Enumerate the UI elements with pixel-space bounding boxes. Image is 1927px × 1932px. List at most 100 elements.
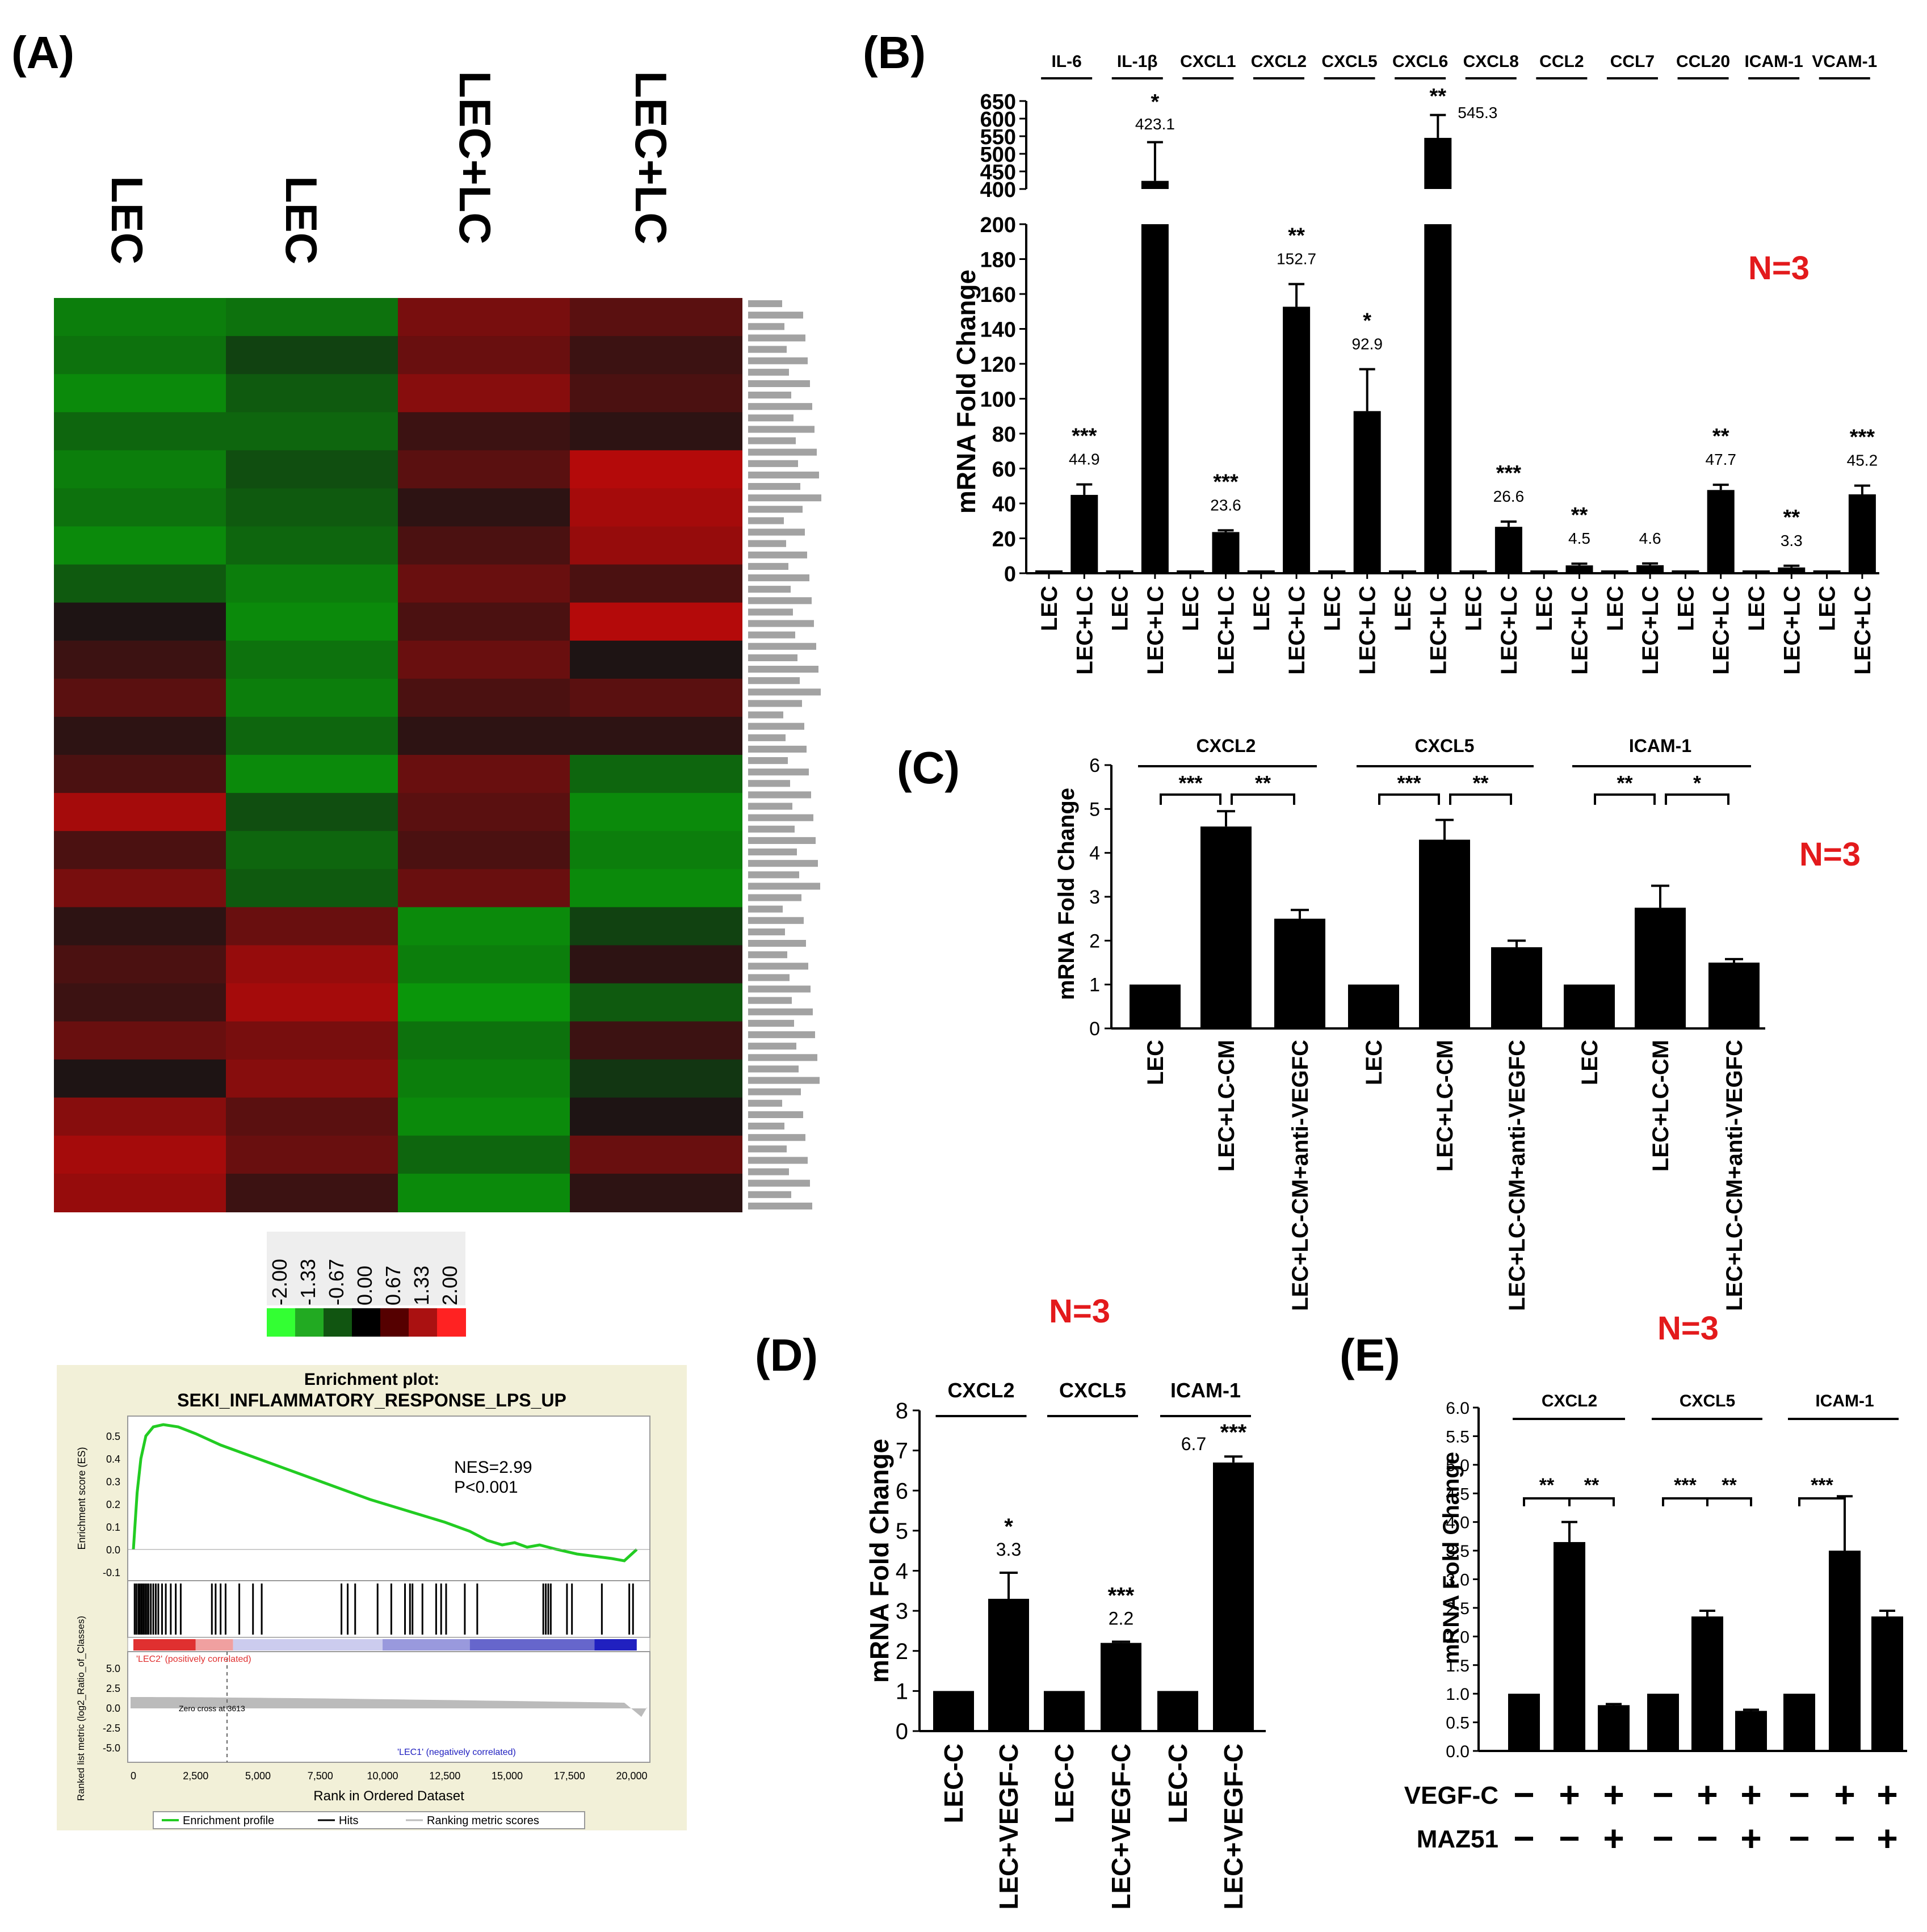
value-label: 4.6 (1639, 530, 1661, 547)
gene-label-placeholder (748, 711, 783, 719)
x-tick-label: LEC-C (939, 1744, 968, 1824)
significance-label: *** (1108, 1584, 1135, 1608)
color-scale: -2.00 -1.33 -0.67 0.00 0.67 1.33 2.00 (267, 1232, 466, 1337)
panel-c-chart: 0 1 2 3 4 5 6 LEC LEC+LC-CM LEC+LC-CM+anti-VEGFC L… (1089, 736, 1765, 1311)
gene-label-placeholder (748, 768, 809, 776)
gsea-rank-bar (133, 1639, 637, 1650)
gene-label-placeholder (748, 323, 784, 330)
gene-label-placeholder (748, 574, 809, 582)
y-tick-label: 0 (1089, 1018, 1100, 1040)
y-tick-label: 3.0 (1446, 1571, 1470, 1590)
condition-sign: + (1697, 1774, 1718, 1815)
bar (1274, 918, 1325, 1028)
bar-lec-lc (1353, 411, 1381, 573)
gene-label-placeholder (748, 688, 821, 696)
bar (1647, 1694, 1679, 1751)
significance-label: ** (1783, 506, 1800, 530)
group-label: VCAM-1 (1812, 52, 1877, 71)
y-tick-label: 0 (896, 1719, 908, 1744)
gsea-es-tick: 0.4 (106, 1454, 120, 1465)
significance-bracket (1231, 793, 1295, 805)
y-tick-label: 3.5 (1446, 1542, 1470, 1561)
y-tick-label: 5.0 (1446, 1456, 1470, 1475)
gsea-x-ticks: 0 2,500 5,000 7,500 10,000 12,500 15,000 17,500… (131, 1770, 648, 1782)
heatmap-cell (398, 488, 570, 527)
x-tick-label: LEC (1673, 586, 1698, 631)
bar (1735, 1711, 1767, 1751)
heatmap-cell (226, 907, 398, 946)
significance-label: *** (1397, 771, 1421, 795)
gene-label-placeholder (748, 677, 800, 684)
y-tick-label: 6 (896, 1479, 908, 1503)
x-tick-label: LEC+VEGF-C (994, 1744, 1023, 1910)
bar (1491, 947, 1542, 1028)
panel-b-n: N=3 (1748, 250, 1810, 287)
bar (1157, 1691, 1198, 1731)
gsea-x-tick: 12,500 (429, 1770, 460, 1782)
gsea-es-ylabel: Enrichment score (ES) (76, 1447, 87, 1549)
x-tick-label: LEC+LC (1850, 586, 1875, 675)
y-tick-label: 500 (980, 143, 1016, 167)
gene-label-placeholder (748, 471, 819, 478)
heatmap-cell (54, 1135, 226, 1174)
gene-label-placeholder (748, 883, 820, 890)
heatmap-cell (54, 983, 226, 1022)
significance-label: ** (1722, 1475, 1737, 1496)
group-label: CXCL2 (1251, 52, 1307, 71)
group-label: CXCL2 (1542, 1392, 1597, 1410)
gene-label-placeholder (748, 860, 818, 867)
gene-label-placeholder (748, 460, 798, 467)
group-label: ICAM-1 (1170, 1379, 1241, 1402)
x-tick-label: LEC (1249, 586, 1274, 631)
x-tick-label: LEC+LC (1568, 586, 1593, 675)
heatmap-cell (226, 526, 398, 565)
gene-label-placeholder (748, 426, 815, 433)
heatmap-cell (570, 1173, 742, 1212)
group-label: ICAM-1 (1744, 52, 1803, 71)
x-tick-label: LEC-C (1049, 1744, 1079, 1824)
panel-b: (B) N=3 mRNA Fold Change 0 20 40 60 80 100 120… (863, 27, 1879, 675)
x-tick-label: LEC+LC (1426, 586, 1451, 675)
heatmap-cell (226, 564, 398, 603)
gene-label-placeholder (748, 837, 816, 844)
gsea-es-tick: 0.3 (106, 1476, 120, 1488)
heatmap-cell (398, 412, 570, 451)
condition-label: MAZ51 (1417, 1825, 1498, 1853)
gene-label-placeholder (748, 666, 818, 673)
gsea-rank-bar-segment (383, 1639, 470, 1650)
x-tick-label: LEC+LC (1355, 586, 1380, 675)
value-label: 4.5 (1568, 530, 1590, 547)
gene-label-placeholder (748, 517, 784, 524)
gene-label-placeholder (748, 894, 801, 901)
bar (1871, 1616, 1903, 1751)
gene-label-placeholder (748, 791, 811, 799)
significance-bracket (1568, 1497, 1615, 1506)
significance-label: *** (1072, 424, 1097, 448)
heatmap-cell (570, 564, 742, 603)
gsea-rank-tick: -5.0 (103, 1742, 120, 1754)
heatmap (54, 298, 742, 1212)
gene-label-placeholder (748, 1111, 803, 1118)
significance-label: * (1151, 90, 1160, 114)
gene-label-placeholder (748, 745, 807, 753)
y-tick-label: 450 (980, 161, 1016, 184)
gsea-rank-tick: 0.0 (106, 1703, 120, 1714)
heatmap-cell (226, 1021, 398, 1060)
x-tick-label: LEC (1603, 586, 1628, 631)
significance-bracket (1523, 1497, 1571, 1506)
x-tick-label: LEC+LC-CM+anti-VEGFC (1722, 1040, 1747, 1311)
y-tick-label: 160 (980, 283, 1016, 307)
value-label: 3.3 (996, 1539, 1021, 1560)
value-label: 47.7 (1705, 451, 1736, 468)
heatmap-cell (570, 488, 742, 527)
heatmap-cell (398, 983, 570, 1022)
heatmap-cell (226, 640, 398, 679)
heatmap-cell (398, 1097, 570, 1136)
x-tick-label: LEC+LC (1638, 586, 1663, 675)
condition-sign: − (1652, 1818, 1673, 1859)
gene-label-placeholder (748, 1088, 801, 1095)
significance-label: ** (1288, 224, 1305, 247)
x-tick-label: LEC (1320, 586, 1345, 631)
gsea-rank-ticks: 5.0 2.5 0.0 -2.5 -5.0 (103, 1663, 120, 1754)
gsea-es-tick: 0.0 (106, 1544, 120, 1556)
